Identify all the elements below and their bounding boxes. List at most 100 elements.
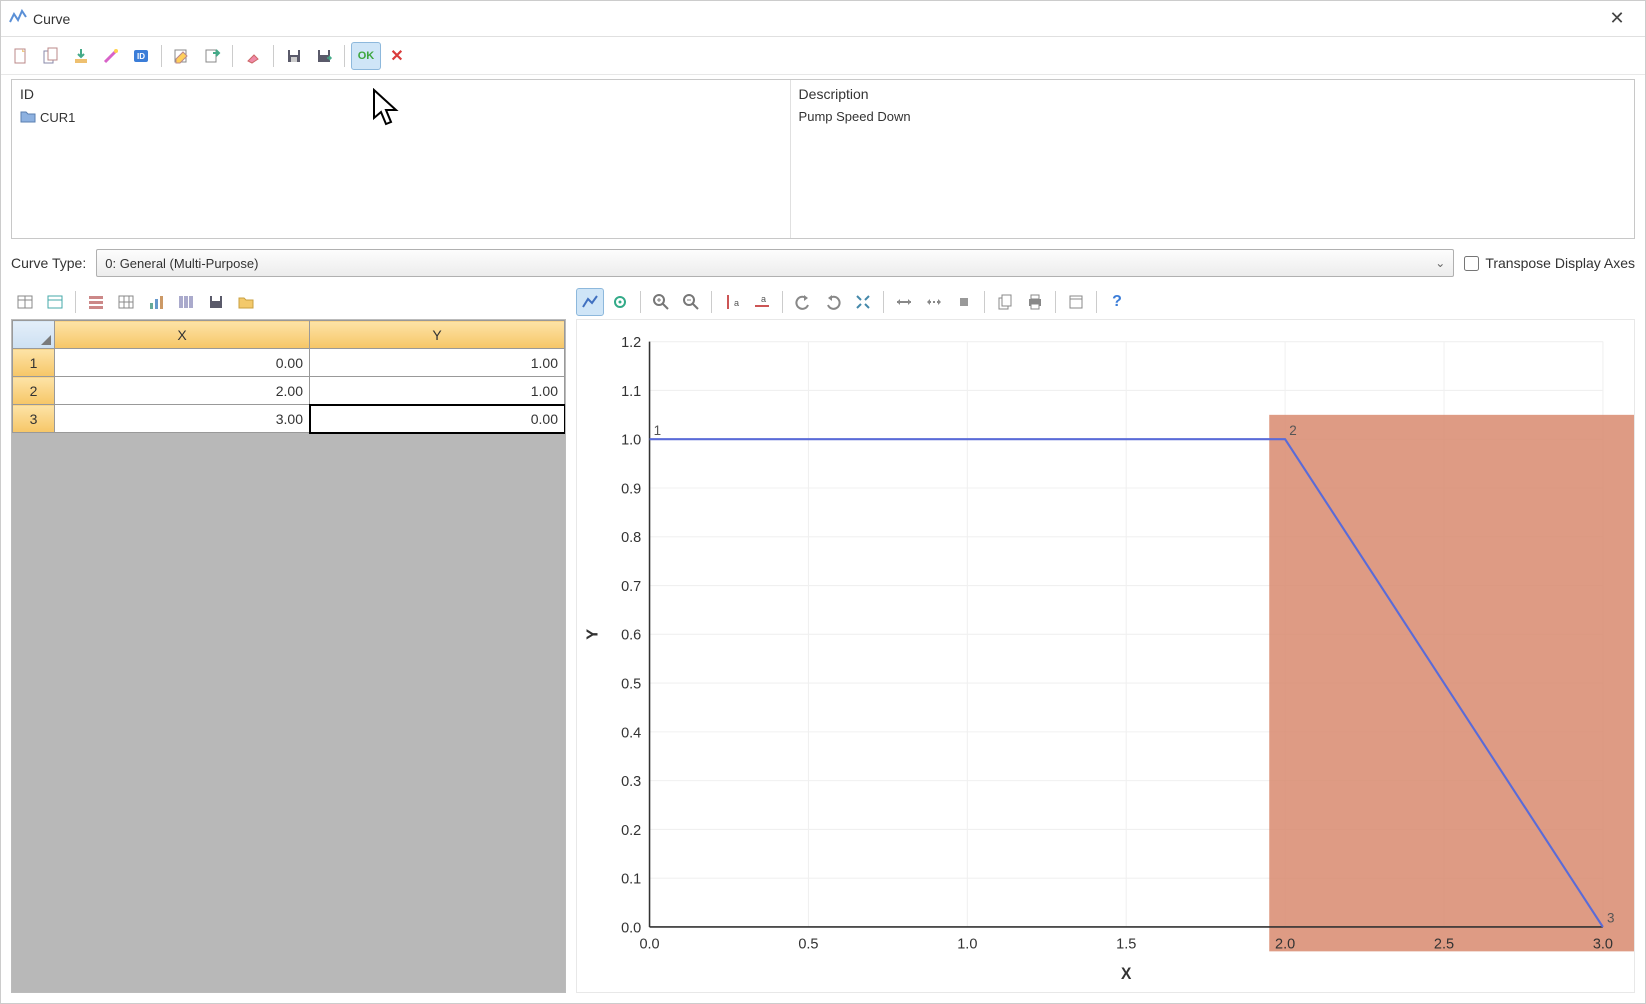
grid-corner[interactable] [13, 321, 55, 349]
save-as-icon[interactable] [310, 42, 338, 70]
svg-text:0.3: 0.3 [621, 774, 641, 790]
svg-text:0.9: 0.9 [621, 481, 641, 497]
svg-text:0.6: 0.6 [621, 627, 641, 643]
table-col-icon[interactable] [172, 288, 200, 316]
eraser-icon[interactable] [239, 42, 267, 70]
svg-text:0.0: 0.0 [621, 920, 641, 936]
titlebar: Curve ✕ [1, 1, 1645, 37]
svg-text:1.0: 1.0 [621, 432, 641, 448]
table-grid-icon[interactable] [112, 288, 140, 316]
svg-text:a: a [734, 298, 739, 308]
svg-text:a: a [761, 294, 766, 304]
window-close-button[interactable]: ✕ [1597, 4, 1637, 34]
svg-text:0.1: 0.1 [621, 871, 641, 887]
chevron-down-icon: ⌄ [1435, 256, 1445, 270]
list-header-description: Description [797, 82, 1628, 106]
cancel-button[interactable]: ✕ [383, 42, 411, 70]
svg-text:0.0: 0.0 [639, 936, 659, 952]
transpose-label: Transpose Display Axes [1485, 255, 1635, 271]
grid-cell[interactable]: 3.00 [55, 405, 310, 433]
svg-text:1.1: 1.1 [621, 384, 641, 400]
stop-icon[interactable] [950, 288, 978, 316]
save-icon[interactable] [280, 42, 308, 70]
grid-cell[interactable]: 1.00 [310, 349, 565, 377]
list-row[interactable]: CUR1 [18, 106, 784, 129]
wizard-icon[interactable] [97, 42, 125, 70]
svg-text:2.5: 2.5 [1434, 936, 1454, 952]
svg-text:1.5: 1.5 [1116, 936, 1136, 952]
window-icon[interactable] [1062, 288, 1090, 316]
chart-area[interactable]: 1 2 3 0.0 0.5 1.0 1.5 2.0 2.5 3.0 0.0 0.1 0.2 0.3 0.4 0… [576, 319, 1635, 993]
help-icon[interactable]: ? [1103, 288, 1131, 316]
ok-button[interactable]: OK [351, 42, 381, 70]
curve-type-dropdown[interactable]: 0: General (Multi-Purpose) ⌄ [96, 249, 1454, 277]
table-new-icon[interactable] [11, 288, 39, 316]
axis-x-icon[interactable]: a [748, 288, 776, 316]
copy-chart-icon[interactable] [991, 288, 1019, 316]
h-span-icon[interactable] [890, 288, 918, 316]
copy-icon[interactable] [37, 42, 65, 70]
curve-window: Curve ✕ ID OK ✕ ID CUR1 Des [0, 0, 1646, 1004]
table-toolbar [11, 285, 566, 319]
svg-text:0.5: 0.5 [798, 936, 818, 952]
import-icon[interactable] [67, 42, 95, 70]
curve-app-icon [9, 8, 27, 29]
curve-type-selected: 0: General (Multi-Purpose) [105, 256, 258, 271]
data-grid[interactable]: X Y 10.001.0022.001.0033.000.00 [12, 320, 565, 433]
folder-open-icon[interactable] [232, 288, 260, 316]
fit-icon[interactable] [849, 288, 877, 316]
table-save-icon[interactable] [202, 288, 230, 316]
axis-y-icon[interactable]: a [718, 288, 746, 316]
grid-col-y[interactable]: Y [310, 321, 565, 349]
svg-text:0.2: 0.2 [621, 823, 641, 839]
grid-cell[interactable]: 2.00 [55, 377, 310, 405]
curve-list: ID CUR1 Description Pump Speed Down [11, 79, 1635, 239]
h-span2-icon[interactable] [920, 288, 948, 316]
chart-toolbar: a a ? [576, 285, 1635, 319]
svg-text:1.0: 1.0 [957, 936, 977, 952]
svg-text:0.8: 0.8 [621, 530, 641, 546]
transpose-checkbox-wrap[interactable]: Transpose Display Axes [1464, 255, 1635, 271]
grid-col-x[interactable]: X [55, 321, 310, 349]
grid-cell[interactable]: 1.00 [310, 377, 565, 405]
zoom-in-icon[interactable] [647, 288, 675, 316]
curve-type-row: Curve Type: 0: General (Multi-Purpose) ⌄… [1, 245, 1645, 285]
undo-icon[interactable] [789, 288, 817, 316]
folder-icon [20, 109, 36, 126]
table-props-icon[interactable] [41, 288, 69, 316]
svg-text:2: 2 [1289, 423, 1296, 438]
grid-cell[interactable]: 0.00 [55, 349, 310, 377]
svg-text:X: X [1121, 966, 1132, 983]
table-rows-icon[interactable] [82, 288, 110, 316]
new-icon[interactable] [7, 42, 35, 70]
grid-row-header[interactable]: 3 [13, 405, 55, 433]
grid-row-header[interactable]: 2 [13, 377, 55, 405]
svg-text:0.5: 0.5 [621, 676, 641, 692]
svg-text:ID: ID [137, 52, 145, 61]
curve-type-label: Curve Type: [11, 255, 86, 271]
grid-row-header[interactable]: 1 [13, 349, 55, 377]
svg-text:1: 1 [654, 423, 661, 438]
table-chart-icon[interactable] [142, 288, 170, 316]
window-title: Curve [33, 11, 1597, 27]
svg-text:3: 3 [1607, 910, 1615, 925]
export-icon[interactable] [198, 42, 226, 70]
redo-icon[interactable] [819, 288, 847, 316]
svg-text:3.0: 3.0 [1593, 936, 1613, 952]
svg-text:2.0: 2.0 [1275, 936, 1295, 952]
grid-cell[interactable]: 0.00 [310, 405, 565, 433]
list-row[interactable]: Pump Speed Down [797, 106, 1628, 127]
svg-text:0.4: 0.4 [621, 725, 641, 741]
transpose-checkbox[interactable] [1464, 256, 1479, 271]
id-badge-icon[interactable]: ID [127, 42, 155, 70]
line-chart-icon[interactable] [576, 288, 604, 316]
zoom-out-icon[interactable] [677, 288, 705, 316]
list-header-id: ID [18, 82, 784, 106]
data-grid-wrap: X Y 10.001.0022.001.0033.000.00 [11, 319, 566, 993]
svg-text:1.2: 1.2 [621, 335, 641, 351]
pointer-icon[interactable] [606, 288, 634, 316]
svg-text:0.7: 0.7 [621, 579, 641, 595]
print-icon[interactable] [1021, 288, 1049, 316]
main-toolbar: ID OK ✕ [1, 37, 1645, 75]
edit-icon[interactable] [168, 42, 196, 70]
